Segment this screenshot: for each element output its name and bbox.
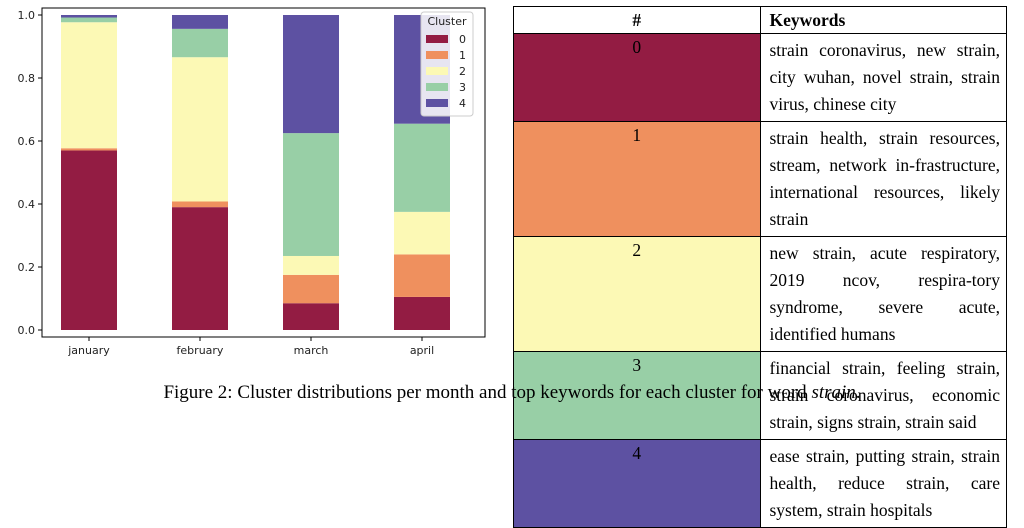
bar-segment-march-cluster-1 <box>283 274 339 304</box>
legend-title: Cluster <box>427 15 467 28</box>
y-tick-label: 0.6 <box>18 135 36 148</box>
y-tick-label: 0.0 <box>18 324 36 337</box>
bar-segment-february-cluster-0 <box>172 207 228 330</box>
caption-suffix: . <box>855 382 861 403</box>
y-tick-label: 1.0 <box>18 9 36 22</box>
bar-segment-march-cluster-3 <box>283 133 339 256</box>
legend-label-1: 1 <box>459 49 466 62</box>
table-row: 0 strain coronavirus, new strain, city wu… <box>513 33 1007 122</box>
legend-swatch-0 <box>426 35 448 43</box>
header-keywords: Keywords <box>759 6 1007 34</box>
legend-label-2: 2 <box>459 65 466 78</box>
bar-segment-february-cluster-3 <box>172 28 228 58</box>
cluster-number-cell: 1 <box>513 121 761 237</box>
y-tick-label: 0.4 <box>18 198 36 211</box>
bar-segment-january-cluster-2 <box>61 22 117 149</box>
cluster-number-cell: 2 <box>513 236 761 352</box>
legend-swatch-4 <box>426 99 448 107</box>
table-row: 2 new strain, acute respiratory, 2019 nco… <box>513 236 1007 352</box>
cluster-number-cell: 0 <box>513 33 761 122</box>
keywords-table: # Keywords 0 strain coronavirus, new stra… <box>513 6 1007 528</box>
bar-segment-april-cluster-3 <box>394 123 450 212</box>
bar-segment-february-cluster-4 <box>172 15 228 29</box>
cluster-number-cell: 4 <box>513 439 761 528</box>
legend-label-0: 0 <box>459 33 466 46</box>
y-tick-label: 0.2 <box>18 261 36 274</box>
cluster-keywords-cell: new strain, acute respiratory, 2019 ncov… <box>759 236 1007 352</box>
bar-segment-march-cluster-0 <box>283 303 339 330</box>
x-tick-label: january <box>67 344 110 357</box>
table-row: 1 strain health, strain resources, stream… <box>513 121 1007 237</box>
bar-segment-january-cluster-4 <box>61 15 117 18</box>
x-tick-label: february <box>177 344 224 357</box>
legend-swatch-3 <box>426 83 448 91</box>
bar-segment-april-cluster-0 <box>394 296 450 330</box>
header-num: # <box>513 6 761 34</box>
legend-label-3: 3 <box>459 81 466 94</box>
bar-segment-april-cluster-1 <box>394 254 450 297</box>
stacked-bar-chart: 0.0 0.2 0.4 0.6 0.8 1.0 january february march a… <box>18 7 486 357</box>
x-tick-label: march <box>294 344 329 357</box>
cluster-keywords-cell: strain health, strain resources, stream,… <box>759 121 1007 237</box>
figure-caption: Figure 2: Cluster distributions per mont… <box>0 382 1024 404</box>
caption-word: strain <box>811 382 856 403</box>
bar-segment-february-cluster-2 <box>172 57 228 202</box>
cluster-keywords-cell: ease strain, putting strain, strain heal… <box>759 439 1007 528</box>
bar-segment-february-cluster-1 <box>172 201 228 208</box>
legend-swatch-1 <box>426 51 448 59</box>
bar-segment-march-cluster-2 <box>283 255 339 275</box>
cluster-keywords-cell: strain coronavirus, new strain, city wuh… <box>759 33 1007 122</box>
y-tick-label: 0.8 <box>18 72 36 85</box>
caption-prefix: Figure 2: Cluster distributions per mont… <box>163 382 812 403</box>
table-header-row: # Keywords <box>513 6 1007 34</box>
bar-segment-march-cluster-4 <box>283 15 339 134</box>
bar-segment-january-cluster-0 <box>61 150 117 330</box>
legend-label-4: 4 <box>459 97 466 110</box>
x-tick-label: april <box>410 344 434 357</box>
bar-segment-january-cluster-1 <box>61 148 117 151</box>
bar-segment-january-cluster-3 <box>61 17 117 23</box>
plot-frame <box>41 7 486 338</box>
table-row: 4 ease strain, putting strain, strain hea… <box>513 439 1007 528</box>
bar-segment-april-cluster-2 <box>394 211 450 255</box>
legend-swatch-2 <box>426 67 448 75</box>
legend: Cluster 0 1 2 3 4 <box>420 11 474 117</box>
